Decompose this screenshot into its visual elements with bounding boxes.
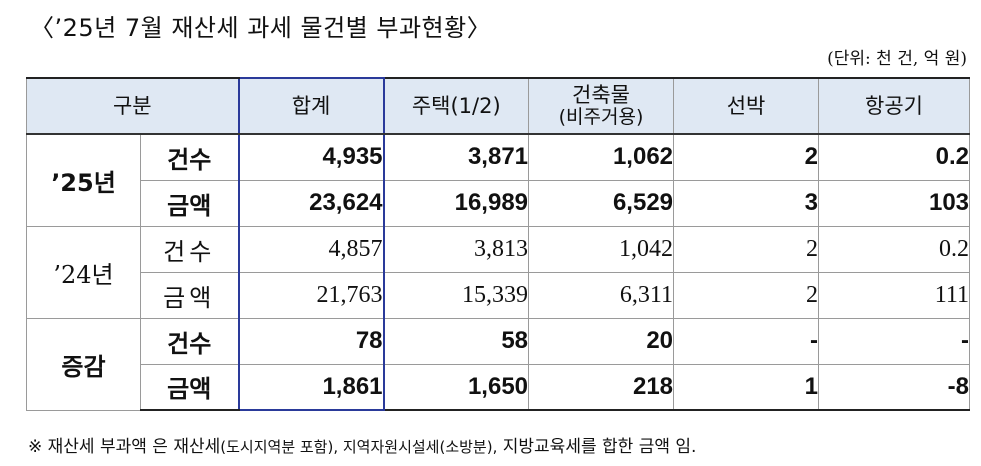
housing-cell: 3,813 [383,225,530,273]
total-cell: 78 [237,317,385,365]
aircraft-cell: -8 [818,363,971,411]
metric-cell: 건수 [139,225,240,273]
header-building-line2: (비주거용) [558,106,644,128]
page-title: 〈’25년 7월 재산세 과세 물건별 부과현황〉 [30,14,492,42]
metric-cell: 건수 [139,317,240,365]
housing-cell: 16,989 [383,179,530,227]
housing-cell: 58 [383,317,530,365]
aircraft-cell: 111 [818,271,971,319]
metric-cell: 금액 [139,271,240,319]
header-total: 합계 [237,77,385,135]
metric-cell: 금액 [139,179,240,227]
total-cell: 23,624 [237,179,385,227]
building-cell: 1,042 [528,225,675,273]
building-cell: 6,311 [528,271,675,319]
table-row: ’25년 건수 4,935 3,871 1,062 2 0.2 [26,133,971,227]
table-row: 증감 건수 78 58 20 - - [26,317,971,411]
header-ship: 선박 [673,77,820,135]
footnote-part3: 지방교육세를 합한 금액 임. [497,437,697,457]
ship-cell: 1 [673,363,820,411]
total-cell: 4,857 [237,225,385,273]
building-cell: 1,062 [528,133,675,181]
metric-cell: 건수 [139,133,240,181]
tax-table: 구분 합계 주택(1/2) 건축물 (비주거용) 선박 항공기 ’25년 건수 … [25,77,971,411]
year-cell: ’25년 [26,133,141,227]
aircraft-cell: - [818,317,971,365]
header-building: 건축물 (비주거용) [528,77,675,135]
header-row: 구분 합계 주택(1/2) 건축물 (비주거용) 선박 항공기 [25,77,971,135]
table-row: ’24년 건수 4,857 3,813 1,042 2 0.2 [26,225,971,319]
year-cell: 증감 [26,317,141,411]
header-housing: 주택(1/2) [383,77,530,135]
metric-cell: 금액 [139,363,240,411]
housing-cell: 1,650 [383,363,530,411]
header-category: 구분 [25,77,240,135]
year-cell: ’24년 [26,225,141,319]
footnote-part2: (도시지역분 포함), 지역자원시설세(소방분), [220,438,498,456]
housing-cell: 3,871 [383,133,530,181]
ship-cell: 2 [673,225,820,273]
footnote: ※ 재산세 부과액 은 재산세(도시지역분 포함), 지역자원시설세(소방분),… [28,432,696,457]
total-cell: 21,763 [237,271,385,319]
footnote-part1: ※ 재산세 부과액 은 재산세 [28,437,221,457]
aircraft-cell: 0.2 [818,225,971,273]
building-cell: 6,529 [528,179,675,227]
ship-cell: 2 [673,271,820,319]
building-cell: 218 [528,363,675,411]
building-cell: 20 [528,317,675,365]
ship-cell: 3 [673,179,820,227]
ship-cell: - [673,317,820,365]
housing-cell: 15,339 [383,271,530,319]
header-building-line1: 건축물 [572,83,630,107]
table-row: 금액 21,763 15,339 6,311 2 111 [27,271,971,319]
ship-cell: 2 [673,133,820,181]
aircraft-cell: 0.2 [818,133,971,181]
table-row: 금액 23,624 16,989 6,529 3 103 [27,179,971,227]
total-cell: 1,861 [237,363,385,411]
total-cell: 4,935 [237,133,385,181]
table-row: 금액 1,861 1,650 218 1 -8 [27,363,971,411]
header-aircraft: 항공기 [818,77,971,135]
aircraft-cell: 103 [818,179,971,227]
unit-label: (단위: 천 건, 억 원) [827,49,967,69]
